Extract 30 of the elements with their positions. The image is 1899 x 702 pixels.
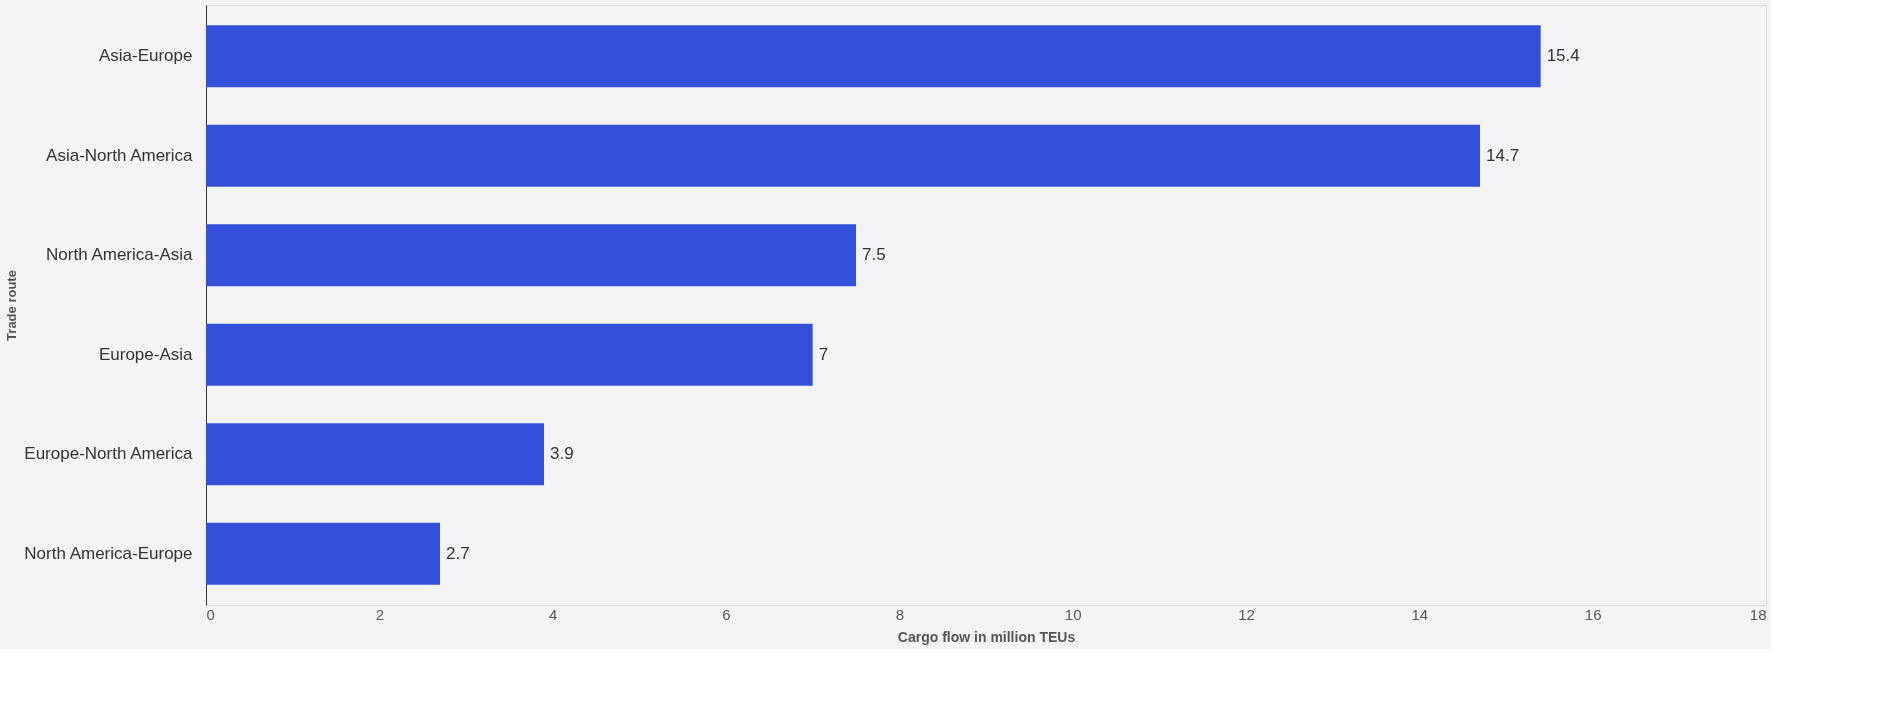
x-tick-label: 16	[1584, 605, 1602, 623]
data-label: 7	[818, 344, 829, 364]
data-label: 7.5	[862, 245, 886, 265]
y-axis-title: Trade route	[4, 270, 20, 341]
x-axis-title: Cargo flow in million TEUs	[897, 628, 1076, 645]
data-label: 15.4	[1546, 46, 1580, 66]
bar	[206, 522, 440, 585]
bar	[206, 224, 856, 287]
y-tick-label: Europe-Asia	[98, 344, 194, 364]
x-tick-label: 14	[1411, 605, 1429, 623]
bar	[206, 323, 813, 386]
y-tick-label: Asia-North America	[46, 145, 194, 165]
x-tick-label: 2	[375, 605, 385, 623]
y-tick-label: Europe-North America	[24, 444, 194, 464]
data-label: 3.9	[550, 444, 574, 464]
y-tick-label: Asia-Europe	[98, 46, 193, 66]
x-tick-label: 0	[206, 605, 215, 623]
y-tick-label: North America-Europe	[24, 543, 193, 563]
x-tick-label: 6	[722, 605, 731, 623]
bar	[206, 25, 1541, 88]
data-label: 2.7	[446, 543, 470, 563]
x-tick-label: 8	[895, 605, 905, 623]
x-tick-label: 4	[548, 605, 558, 623]
x-tick-label: 12	[1238, 605, 1255, 623]
data-label: 14.7	[1486, 145, 1520, 165]
y-tick-label: North America-Asia	[46, 245, 194, 265]
bar	[206, 124, 1480, 187]
bar	[206, 423, 544, 486]
x-tick-label: 18	[1749, 605, 1767, 623]
x-tick-label: 10	[1064, 605, 1082, 623]
